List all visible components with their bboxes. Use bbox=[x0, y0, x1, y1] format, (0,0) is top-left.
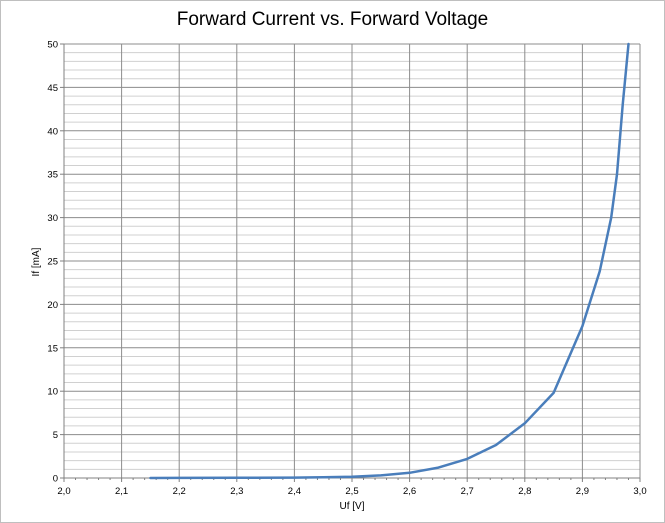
x-tick-labels: 2,0 2,1 2,2 2,3 2,4 2,5 2,6 2,7 2,8 2,9 3,0 bbox=[57, 486, 646, 497]
y-tick-label: 50 bbox=[47, 40, 58, 51]
series-layer bbox=[149, 42, 630, 480]
y-axis-title: If [mA] bbox=[31, 247, 42, 276]
chart-title: Forward Current vs. Forward Voltage bbox=[176, 9, 489, 30]
series-line bbox=[149, 42, 630, 480]
x-tick-label: 2,1 bbox=[115, 486, 128, 497]
x-tick-label: 2,7 bbox=[461, 486, 474, 497]
y-tick-label: 40 bbox=[47, 126, 58, 137]
x-tick-label: 2,3 bbox=[230, 486, 243, 497]
y-tick-label: 25 bbox=[47, 257, 58, 268]
x-tick-label: 2,4 bbox=[288, 486, 301, 497]
y-tick-label: 30 bbox=[47, 213, 58, 224]
y-tick-label: 0 bbox=[53, 474, 58, 485]
y-tick-label: 5 bbox=[53, 430, 58, 441]
y-tick-label: 45 bbox=[47, 83, 58, 94]
x-tick-label: 3,0 bbox=[633, 486, 646, 497]
x-tick-label: 2,5 bbox=[345, 486, 358, 497]
x-tick-label: 2,2 bbox=[173, 486, 186, 497]
x-tick-label: 2,6 bbox=[403, 486, 416, 497]
y-tick-label: 20 bbox=[47, 300, 58, 311]
x-axis-title: Uf [V] bbox=[339, 501, 364, 512]
y-tick-label: 15 bbox=[47, 343, 58, 354]
y-tick-label: 35 bbox=[47, 170, 58, 181]
y-tick-label: 10 bbox=[47, 387, 58, 398]
y-tick-labels: 0 5 10 15 20 25 30 35 40 45 50 bbox=[47, 40, 58, 485]
x-tick-label: 2,9 bbox=[576, 486, 589, 497]
axes bbox=[60, 43, 641, 482]
x-tick-label: 2,0 bbox=[57, 486, 70, 497]
x-tick-label: 2,8 bbox=[518, 486, 531, 497]
major-grid bbox=[64, 43, 641, 478]
